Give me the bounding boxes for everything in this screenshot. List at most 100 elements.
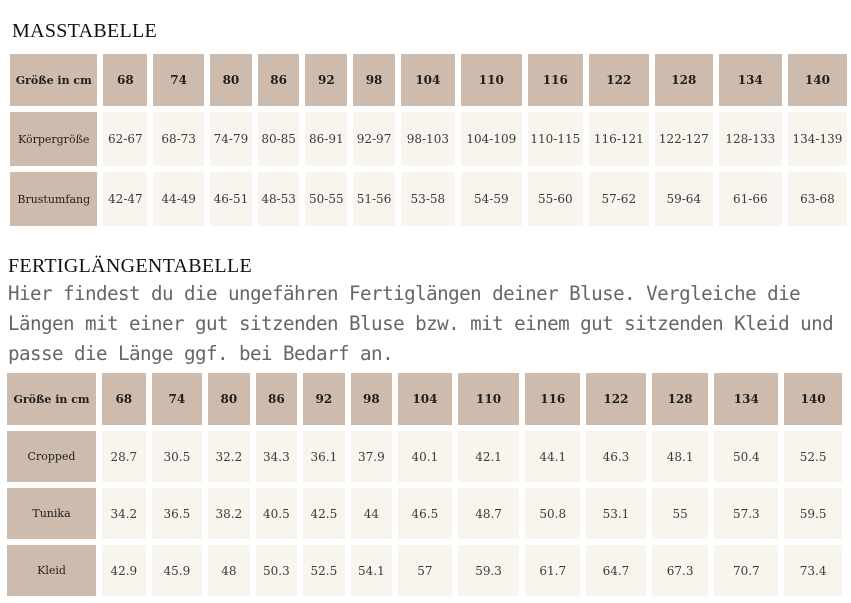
value-cell: 67.3 (651, 545, 709, 596)
value-cell: 34.2 (102, 488, 146, 539)
size-header-cell: 86 (255, 373, 298, 425)
value-cell: 44-49 (153, 172, 205, 226)
size-header-cell: 86 (257, 54, 300, 106)
value-cell: 42.5 (303, 488, 345, 539)
header-label-cell: Größe in cm (10, 54, 98, 106)
value-cell: 55-60 (527, 172, 583, 226)
value-cell: 46-51 (210, 172, 252, 226)
value-cell: 48.7 (457, 488, 520, 539)
size-header-cell: 110 (460, 54, 522, 106)
size-header-cell: 80 (210, 54, 252, 106)
value-cell: 48 (208, 545, 250, 596)
size-header-cell: 80 (208, 373, 250, 425)
value-cell: 73.4 (784, 545, 842, 596)
value-cell: 34.3 (255, 431, 298, 482)
value-cell: 57-62 (588, 172, 649, 226)
size-header-cell: 68 (102, 373, 146, 425)
value-cell: 110-115 (527, 112, 583, 166)
value-cell: 116-121 (588, 112, 649, 166)
size-header-cell: 128 (651, 373, 709, 425)
size-header-cell: 68 (103, 54, 148, 106)
value-cell: 42.1 (457, 431, 520, 482)
value-cell: 42.9 (102, 545, 146, 596)
size-header-cell: 122 (588, 54, 649, 106)
row-label-cell: Cropped (7, 431, 97, 482)
size-header-cell: 140 (787, 54, 847, 106)
size-header-cell: 110 (457, 373, 520, 425)
value-cell: 64.7 (586, 545, 646, 596)
size-header-cell: 92 (303, 373, 345, 425)
header-row: Größe in cm 68 74 80 86 92 98 104 110 116 122 128 13… (10, 54, 847, 106)
value-cell: 37.9 (350, 431, 393, 482)
size-header-cell: 116 (527, 54, 583, 106)
size-header-cell: 116 (525, 373, 581, 425)
value-cell: 46.5 (398, 488, 452, 539)
value-cell: 48.1 (651, 431, 709, 482)
row-label-cell: Körpergröße (10, 112, 98, 166)
header-row: Größe in cm 68 74 80 86 92 98 104 110 116 122 128 13… (7, 373, 842, 425)
value-cell: 59.3 (457, 545, 520, 596)
table-row: Tunika 34.2 36.5 38.2 40.5 42.5 44 46.5 48.7 50.8… (7, 488, 842, 539)
size-header-cell: 134 (714, 373, 779, 425)
value-cell: 44.1 (525, 431, 581, 482)
value-cell: 50.3 (255, 545, 298, 596)
row-label-cell: Kleid (7, 545, 97, 596)
value-cell: 59-64 (654, 172, 713, 226)
value-cell: 68-73 (153, 112, 205, 166)
value-cell: 104-109 (460, 112, 522, 166)
value-cell: 98-103 (400, 112, 455, 166)
row-label-cell: Brustumfang (10, 172, 98, 226)
value-cell: 50-55 (305, 172, 348, 226)
value-cell: 32.2 (208, 431, 250, 482)
value-cell: 40.5 (255, 488, 298, 539)
value-cell: 28.7 (102, 431, 146, 482)
value-cell: 122-127 (654, 112, 713, 166)
value-cell: 61-66 (718, 172, 782, 226)
value-cell: 57 (398, 545, 452, 596)
value-cell: 55 (651, 488, 709, 539)
value-cell: 50.4 (714, 431, 779, 482)
value-cell: 53.1 (586, 488, 646, 539)
size-header-cell: 98 (350, 373, 393, 425)
value-cell: 53-58 (400, 172, 455, 226)
value-cell: 46.3 (586, 431, 646, 482)
size-header-cell: 74 (153, 54, 205, 106)
size-header-cell: 128 (654, 54, 713, 106)
table-row: Cropped 28.7 30.5 32.2 34.3 36.1 37.9 40.1 42.1 4… (7, 431, 842, 482)
value-cell: 45.9 (151, 545, 203, 596)
value-cell: 62-67 (103, 112, 148, 166)
size-header-cell: 74 (151, 373, 203, 425)
value-cell: 134-139 (787, 112, 847, 166)
value-cell: 36.5 (151, 488, 203, 539)
value-cell: 54-59 (460, 172, 522, 226)
size-header-cell: 104 (400, 54, 455, 106)
value-cell: 52.5 (784, 431, 842, 482)
table-row: Kleid 42.9 45.9 48 50.3 52.5 54.1 57 59.3 61.7 64.… (7, 545, 842, 596)
mass-table-title: MASSTABELLE (12, 20, 158, 42)
value-cell: 54.1 (350, 545, 393, 596)
value-cell: 42-47 (103, 172, 148, 226)
value-cell: 92-97 (353, 112, 395, 166)
value-cell: 61.7 (525, 545, 581, 596)
lengths-table-title: FERTIGLÄNGENTABELLE (8, 255, 252, 277)
mass-table: Größe in cm 68 74 80 86 92 98 104 110 116 122 128 13… (4, 48, 851, 232)
value-cell: 52.5 (303, 545, 345, 596)
value-cell: 57.3 (714, 488, 779, 539)
lengths-intro-text: Hier findest du die ungefähren Fertiglän… (8, 282, 834, 365)
value-cell: 50.8 (525, 488, 581, 539)
value-cell: 86-91 (305, 112, 348, 166)
size-header-cell: 98 (353, 54, 395, 106)
lengths-table: Größe in cm 68 74 80 86 92 98 104 110 116 122 128 13… (1, 367, 848, 602)
value-cell: 59.5 (784, 488, 842, 539)
table-row: Brustumfang 42-47 44-49 46-51 48-53 50-55 51-5… (10, 172, 847, 226)
size-header-cell: 134 (718, 54, 782, 106)
value-cell: 38.2 (208, 488, 250, 539)
table-row: Körpergröße 62-67 68-73 74-79 80-85 86-91 92-9… (10, 112, 847, 166)
value-cell: 70.7 (714, 545, 779, 596)
size-header-cell: 140 (784, 373, 842, 425)
header-label-cell: Größe in cm (7, 373, 97, 425)
size-header-cell: 104 (398, 373, 452, 425)
value-cell: 40.1 (398, 431, 452, 482)
value-cell: 44 (350, 488, 393, 539)
value-cell: 48-53 (257, 172, 300, 226)
